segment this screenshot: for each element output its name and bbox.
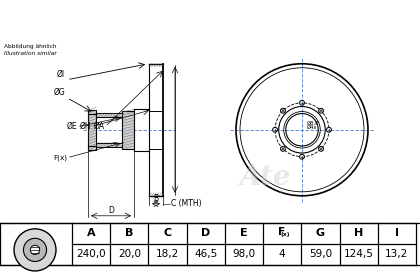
Text: ØG: ØG	[53, 88, 65, 97]
Text: 13,2: 13,2	[385, 249, 409, 259]
Text: D: D	[108, 206, 114, 215]
Circle shape	[281, 146, 285, 151]
Circle shape	[24, 238, 47, 262]
Text: C: C	[163, 228, 172, 238]
Text: Illustration similar: Illustration similar	[4, 51, 57, 56]
Text: G: G	[316, 228, 325, 238]
Text: Abbildung ähnlich: Abbildung ähnlich	[4, 44, 57, 49]
Text: C (MTH): C (MTH)	[171, 199, 202, 208]
Text: F: F	[278, 227, 285, 237]
Text: ®: ®	[278, 189, 286, 195]
Text: H: H	[354, 228, 363, 238]
Text: 20,0: 20,0	[118, 249, 141, 259]
Text: Ø4x: Ø4x	[307, 125, 318, 130]
Circle shape	[273, 127, 278, 132]
Circle shape	[326, 127, 331, 132]
Text: 46,5: 46,5	[194, 249, 218, 259]
Text: 98,0: 98,0	[232, 249, 255, 259]
Text: 18,2: 18,2	[156, 249, 179, 259]
Text: B: B	[125, 228, 134, 238]
Text: D: D	[201, 228, 210, 238]
Circle shape	[299, 154, 304, 159]
Circle shape	[319, 108, 323, 113]
Text: 24.0120-0193.1: 24.0120-0193.1	[102, 11, 248, 29]
Bar	[96, 113, 122, 117]
Text: ØI: ØI	[57, 70, 65, 79]
Bar	[96, 143, 122, 146]
Text: I: I	[395, 228, 399, 238]
Text: Ø8,8: Ø8,8	[307, 121, 319, 126]
Circle shape	[319, 146, 323, 151]
Text: ØH: ØH	[79, 122, 91, 131]
Text: B: B	[153, 194, 159, 203]
Text: F(x): F(x)	[53, 155, 67, 161]
Text: 124,5: 124,5	[344, 249, 374, 259]
Circle shape	[30, 245, 39, 255]
Text: E: E	[240, 228, 248, 238]
Bar	[88, 110, 96, 150]
Text: 240,0: 240,0	[76, 249, 106, 259]
Text: (x): (x)	[281, 232, 291, 237]
Text: 59,0: 59,0	[309, 249, 332, 259]
Text: Ate: Ate	[239, 164, 291, 191]
Text: ØA: ØA	[94, 122, 105, 131]
Circle shape	[299, 101, 304, 105]
Circle shape	[281, 108, 285, 113]
Text: ØE: ØE	[66, 122, 77, 131]
Circle shape	[14, 229, 56, 271]
Text: 420193: 420193	[305, 11, 375, 29]
Bar	[122, 111, 134, 149]
Text: 4: 4	[279, 249, 286, 259]
Text: A: A	[87, 228, 95, 238]
